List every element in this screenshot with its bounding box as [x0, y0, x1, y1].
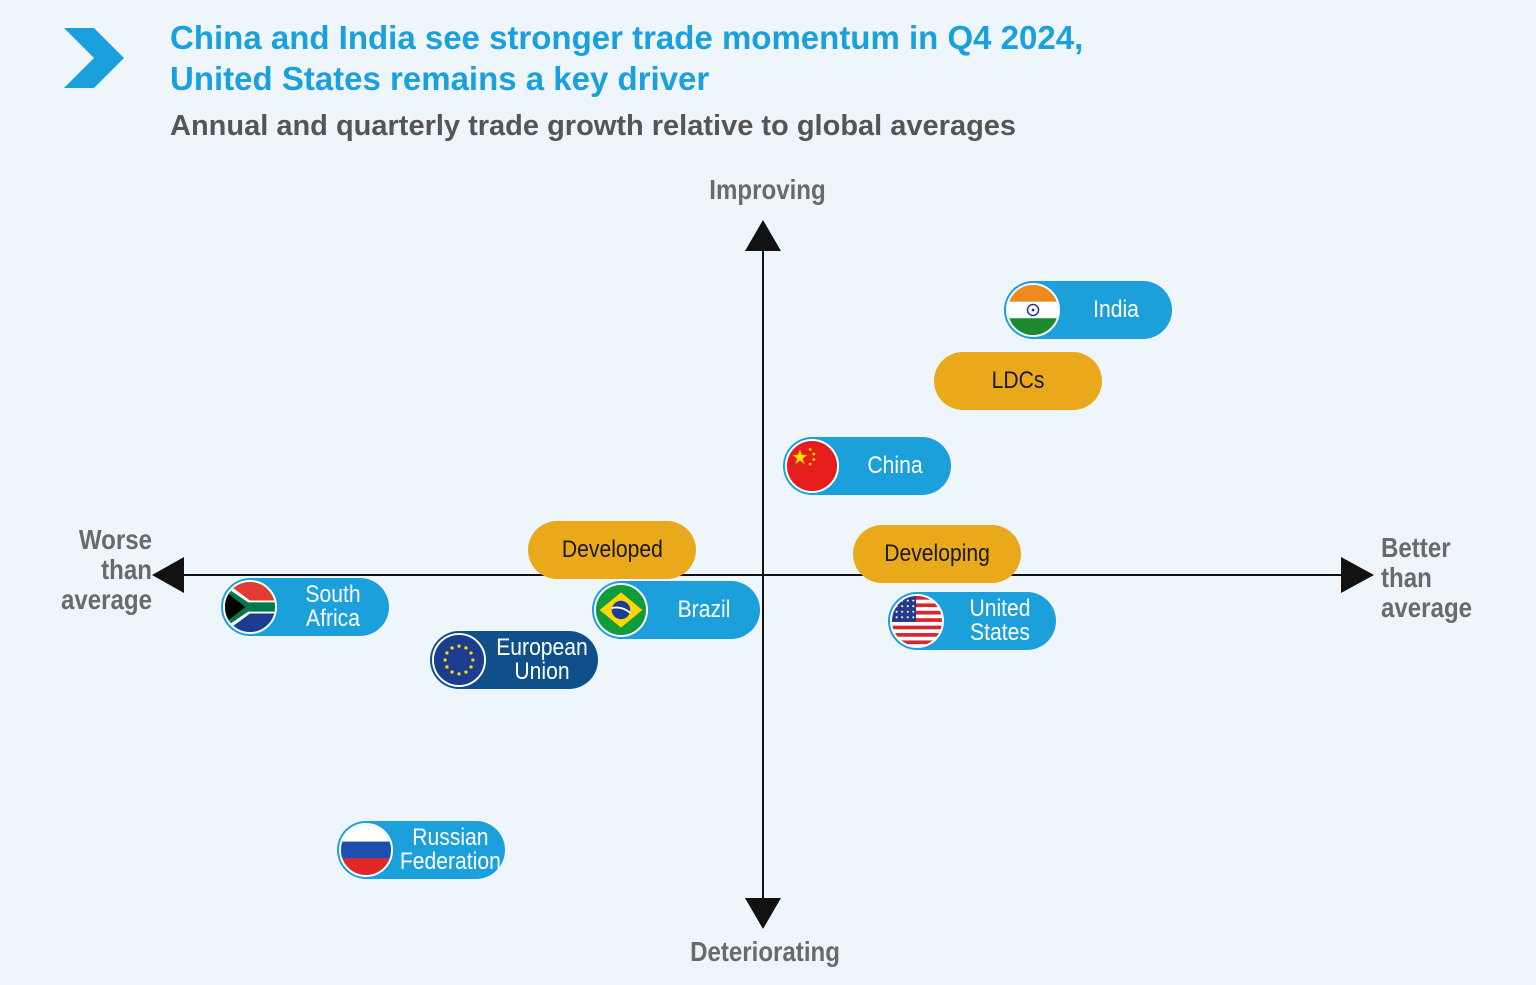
data-point-label: South Africa	[284, 583, 383, 631]
data-point-label: Developed	[562, 538, 663, 562]
x-axis-label-left-line: average	[60, 584, 152, 615]
data-point-label-line: Union	[514, 658, 570, 685]
data-point-label-line: LDCs	[991, 367, 1045, 394]
arrow-left-icon	[152, 557, 184, 593]
data-point-label: Russian Federation	[400, 826, 501, 874]
data-point-label: Brazil	[655, 598, 754, 622]
india-flag-icon	[1006, 283, 1060, 337]
arrow-right-icon	[1341, 557, 1374, 593]
data-point-label: LDCs	[992, 369, 1045, 393]
south-africa-flag-icon	[223, 580, 277, 634]
data-point-label-line: United	[969, 595, 1031, 622]
data-point-developing: Developing	[853, 525, 1021, 583]
y-axis-label-bottom: Deteriorating	[690, 936, 840, 967]
data-point-label-line: States	[970, 619, 1030, 646]
eu-flag-icon	[432, 633, 486, 687]
x-axis-label-left-line: Worse	[78, 524, 152, 555]
x-axis-label-left-line: than	[101, 554, 152, 585]
data-point-india: India	[1004, 281, 1172, 339]
chart-title-line-1: China and India see stronger trade momen…	[170, 19, 1084, 56]
data-point-label-line: Developed	[561, 536, 663, 563]
x-axis-label-right: Better than average	[1381, 533, 1501, 623]
data-point-united-states: United States	[888, 592, 1056, 650]
data-point-label: European Union	[493, 636, 592, 684]
x-axis-label-right-line: than	[1381, 562, 1432, 593]
x-axis-label-right-line: Better	[1381, 532, 1451, 563]
china-flag-icon	[785, 439, 839, 493]
data-point-ldcs: LDCs	[934, 352, 1102, 410]
x-axis-label-right-line: average	[1381, 592, 1473, 623]
data-point-label: India	[1067, 298, 1166, 322]
data-point-label-line: Developing	[884, 540, 990, 567]
data-point-label: Developing	[884, 542, 990, 566]
data-point-label-line: Russian	[412, 824, 489, 851]
chart-title-line-2: United States remains a key driver	[170, 60, 710, 97]
data-point-european-union: European Union	[430, 631, 598, 689]
data-point-label-line: Brazil	[677, 596, 731, 623]
data-point-label-line: South	[305, 581, 361, 608]
data-point-developed: Developed	[528, 521, 696, 579]
data-point-label-line: Africa	[305, 605, 360, 632]
data-point-label: China	[846, 454, 945, 478]
x-axis-label-left: Worse than average	[38, 525, 152, 615]
brazil-flag-icon	[594, 583, 648, 637]
chevron-logo-icon	[64, 28, 124, 88]
data-point-label-line: China	[867, 452, 923, 479]
united-states-flag-icon	[890, 594, 944, 648]
russia-flag-icon	[339, 823, 393, 877]
data-point-brazil: Brazil	[592, 581, 760, 639]
arrow-down-icon	[745, 898, 781, 929]
data-point-label-line: Federation	[399, 848, 501, 875]
data-point-china: China	[783, 437, 951, 495]
data-point-label-line: India	[1093, 296, 1139, 323]
data-point-south-africa: South Africa	[221, 578, 389, 636]
arrow-up-icon	[745, 220, 781, 251]
chart-subtitle: Annual and quarterly trade growth relati…	[170, 110, 1017, 142]
data-point-label-line: European	[496, 634, 588, 661]
data-point-label: United States	[951, 597, 1050, 645]
data-point-russian-federation: Russian Federation	[337, 821, 505, 879]
y-axis-label-top: Improving	[709, 174, 826, 205]
